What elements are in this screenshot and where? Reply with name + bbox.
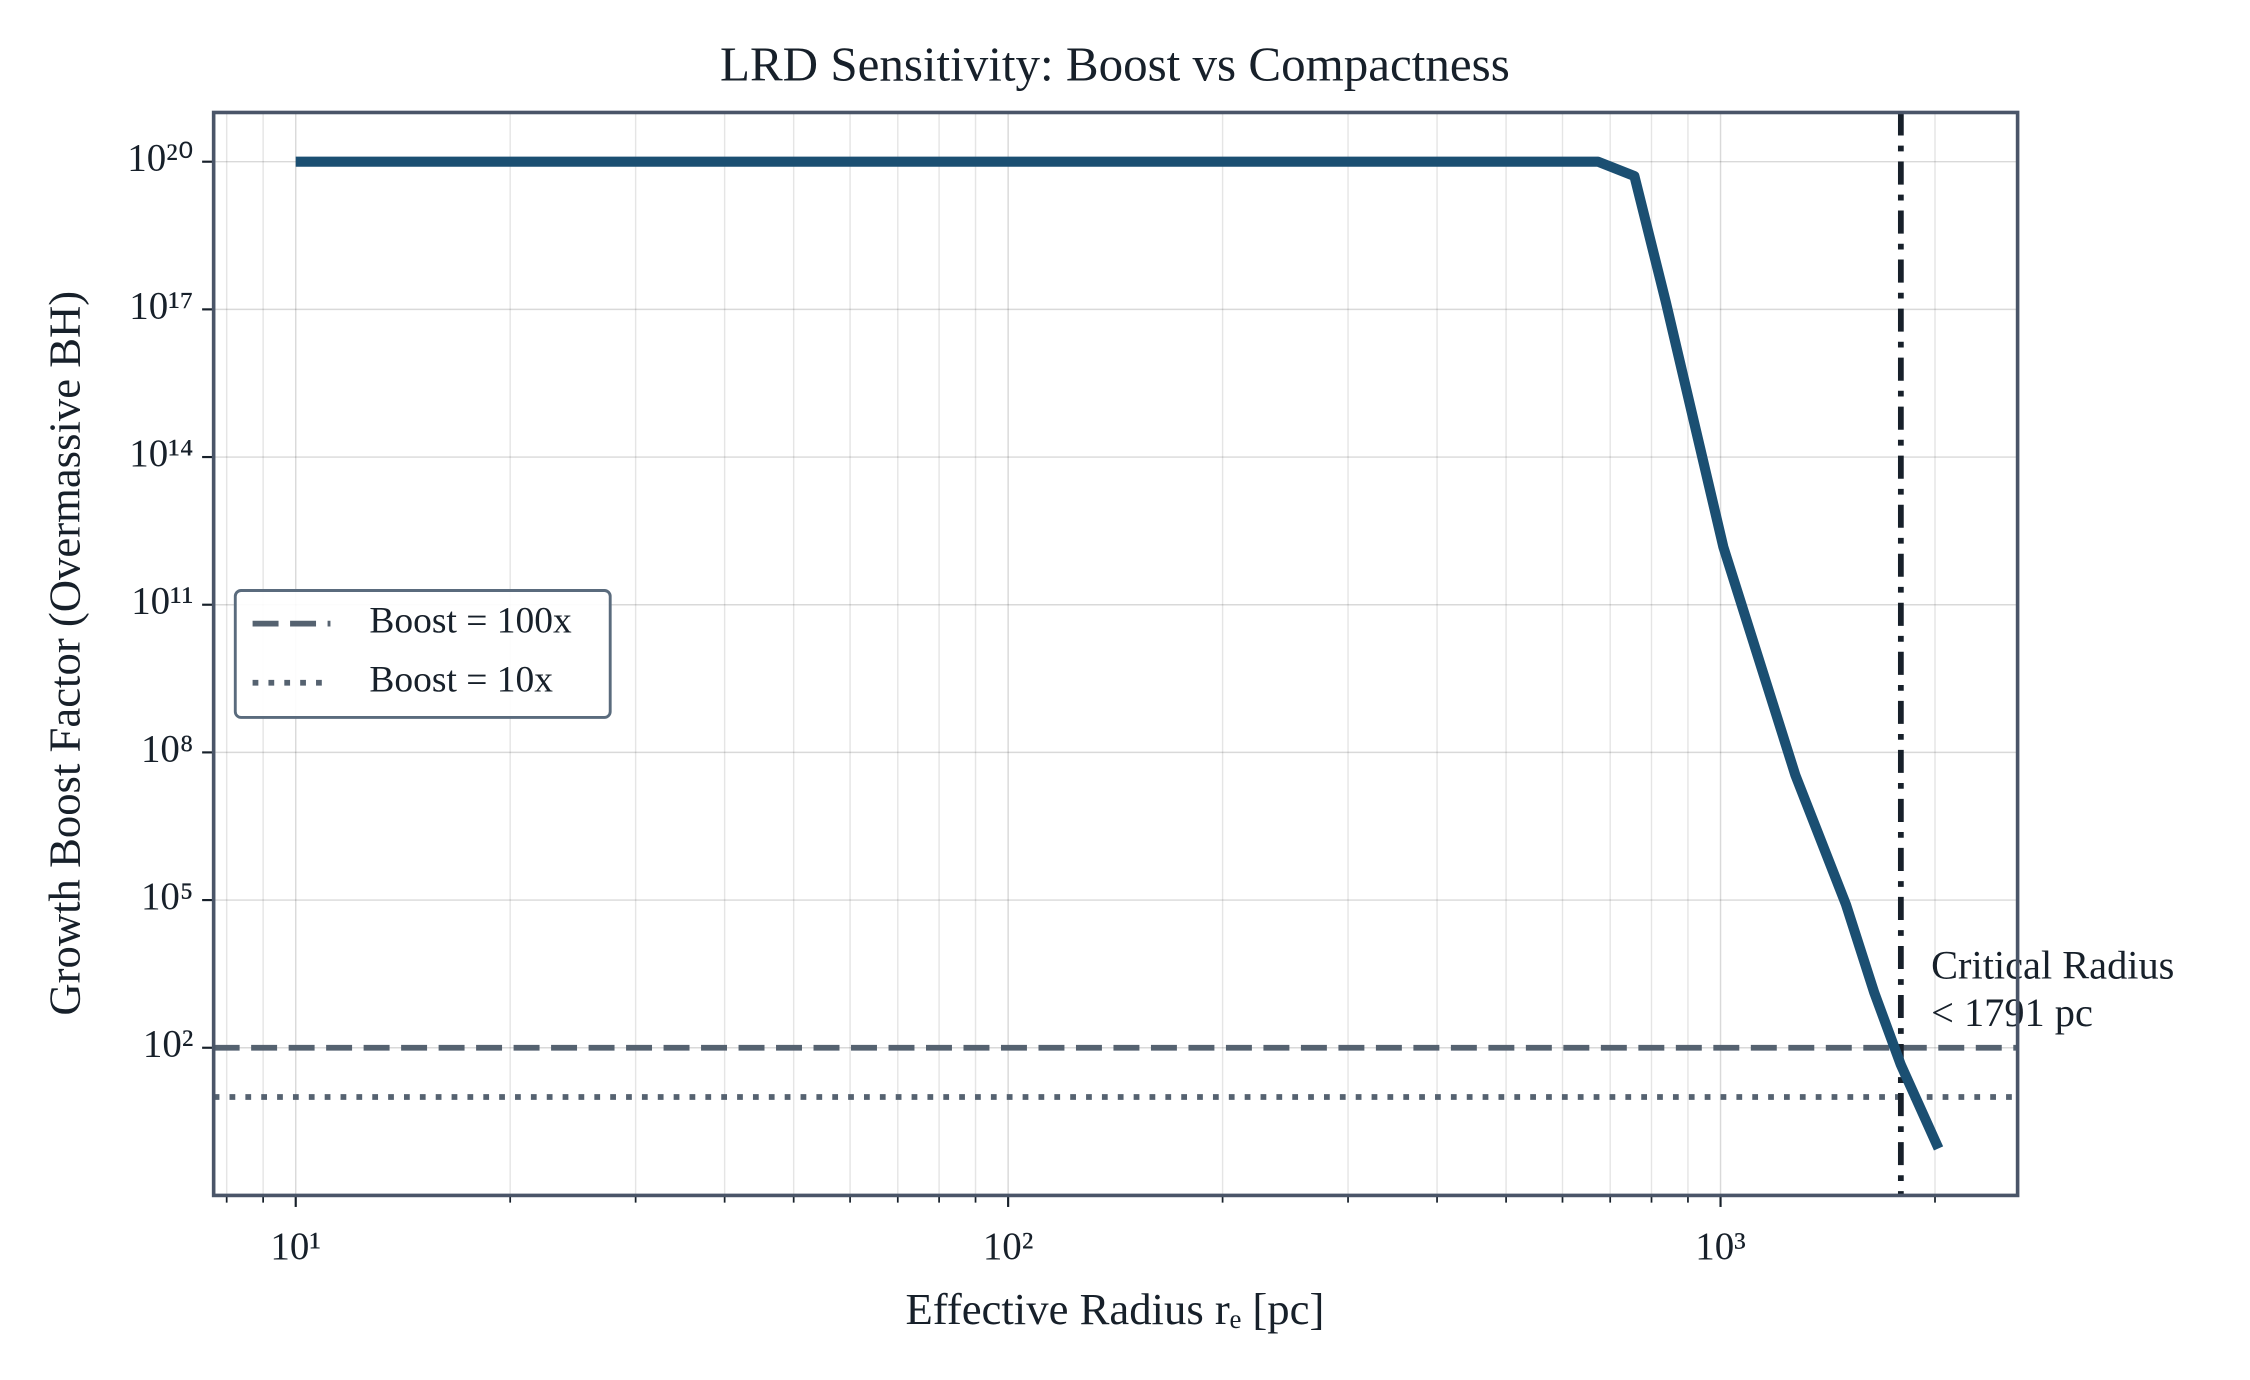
chart-title: LRD Sensitivity: Boost vs Compactness [720, 36, 1510, 91]
annotation: < 1791 pc [1931, 990, 2093, 1035]
x-tick-label: 10² [983, 1225, 1034, 1268]
legend-label: Boost = 10x [369, 659, 553, 700]
annotation: Critical Radius [1931, 942, 2174, 987]
x-tick-label: 10³ [1695, 1225, 1746, 1268]
plot-frame [211, 110, 2020, 1198]
x-tick-label: 10¹ [270, 1225, 321, 1268]
legend-label: Boost = 100x [369, 600, 572, 641]
x-axis-label: Effective Radius rₑ [pc] [905, 1284, 1324, 1334]
y-tick-label: 10⁵ [141, 875, 194, 918]
y-axis-label: Growth Boost Factor (Overmassive BH) [40, 291, 90, 1016]
y-tick-label: 10² [143, 1023, 194, 1066]
y-tick-label: 10¹⁷ [129, 284, 193, 327]
y-tick-label: 10¹⁴ [129, 432, 193, 475]
y-tick-label: 10⁸ [141, 727, 194, 770]
y-tick-label: 10¹¹ [131, 580, 193, 623]
y-tick-label: 10²⁰ [127, 137, 193, 180]
series-line [295, 156, 1944, 1151]
